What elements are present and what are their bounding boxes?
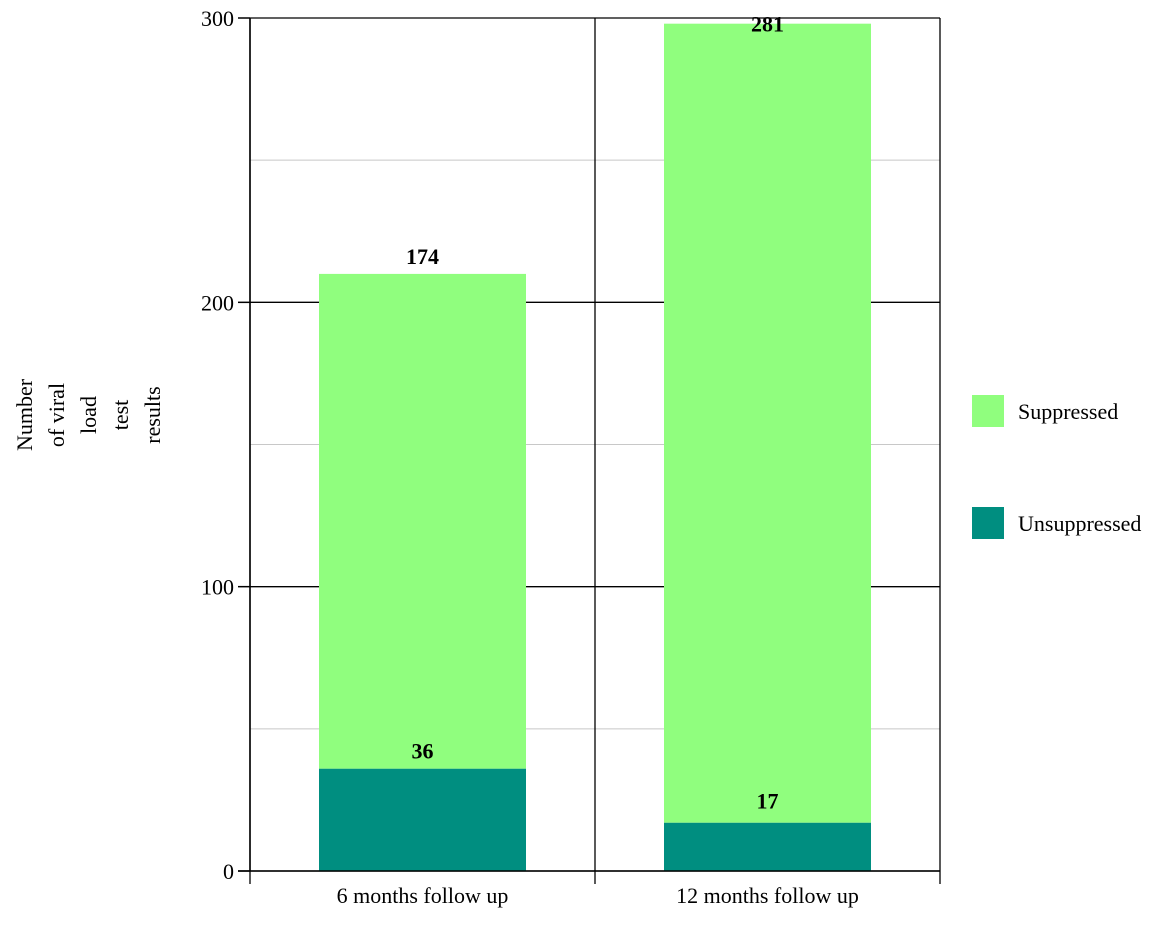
y-axis-label-line: results <box>140 386 165 443</box>
y-axis-label-line: Number <box>12 378 37 451</box>
data-label-suppressed: 174 <box>406 244 439 269</box>
data-label-unsuppressed: 17 <box>757 789 779 814</box>
x-tick-label: 6 months follow up <box>337 883 509 908</box>
legend-label-unsuppressed: Unsuppressed <box>1018 511 1141 536</box>
y-tick-label: 100 <box>201 575 234 600</box>
x-tick-labels: 6 months follow up 12 months follow up <box>337 883 859 908</box>
bar-suppressed-2 <box>664 23 871 823</box>
y-axis-label-group: Number of viral load test results <box>12 378 165 451</box>
legend: Suppressed Unsuppressed <box>972 395 1141 539</box>
legend-swatch-unsuppressed <box>972 507 1004 539</box>
y-axis-label: Number of viral load test results <box>12 378 165 451</box>
data-labels: 36 174 17 281 <box>406 12 784 814</box>
bar-suppressed-1 <box>319 273 526 769</box>
data-label-suppressed: 281 <box>751 12 784 37</box>
legend-label-suppressed: Suppressed <box>1018 399 1118 424</box>
y-tick-label: 0 <box>223 859 234 884</box>
bar-unsuppressed-2 <box>664 822 871 871</box>
legend-swatch-suppressed <box>972 395 1004 427</box>
x-tick-label: 12 months follow up <box>676 883 859 908</box>
y-axis-label-line: test <box>108 400 133 431</box>
y-tick-label: 300 <box>201 6 234 31</box>
y-axis-label-line: of viral <box>44 383 69 447</box>
bars <box>319 23 871 871</box>
y-tick-label: 200 <box>201 290 234 315</box>
data-label-unsuppressed: 36 <box>412 739 434 764</box>
bar-unsuppressed-1 <box>319 768 526 871</box>
y-tick-labels: 0 100 200 300 <box>201 6 234 884</box>
axes <box>238 17 940 872</box>
y-axis-label-line: load <box>76 396 101 434</box>
